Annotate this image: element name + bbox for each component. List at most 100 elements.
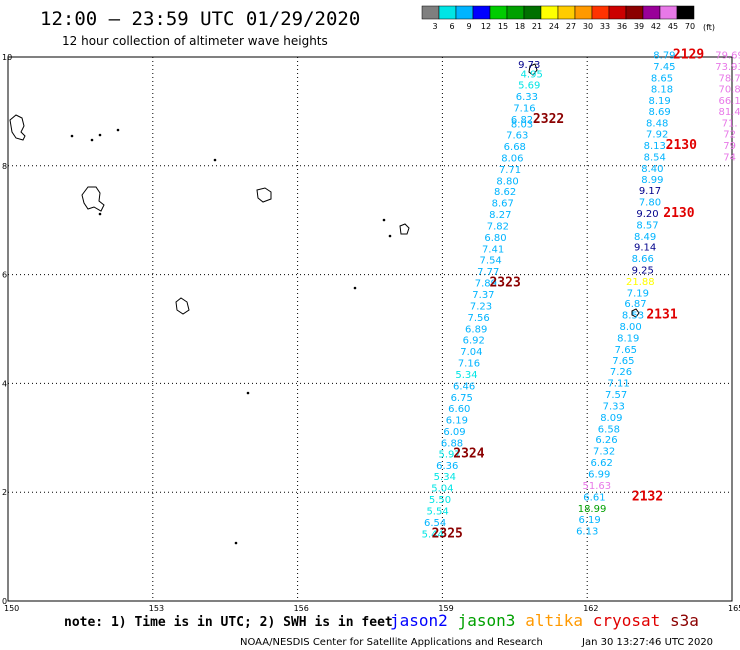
wave-height-point: 9.17 [639,186,661,197]
wave-height-point: 8.27 [489,210,511,221]
wave-height-point: 51.63 [583,481,612,492]
pass-time-label: 2323 [489,276,520,291]
wave-height-point: 8.57 [636,220,658,231]
island-dot [213,158,217,162]
timestamp: Jan 30 13:27:46 UTC 2020 [581,637,713,648]
wave-height-point: 6.82 [511,115,533,126]
y-tick-label: 6 [2,271,7,280]
wave-height-point: 8.53 [622,311,644,322]
wave-height-point: 6.61 [583,492,605,503]
pass-time-label: 2322 [533,112,564,127]
island-outline [528,63,538,76]
color-scale-swatch [625,5,644,20]
color-scale-value: 12 [481,22,491,31]
data-points: 9.734.955.696.337.166.828.037.636.688.06… [422,51,740,541]
wave-height-point: 74 [723,152,736,163]
color-scale-swatch [506,5,525,20]
wave-height-point: 6.60 [448,404,470,415]
wave-height-point: 6.80 [484,233,506,244]
x-tick-labels: 150 153 156 159 162 165 [4,604,740,613]
wave-height-point: 8.67 [492,199,514,210]
wave-height-point: 6.92 [463,336,485,347]
wave-height-point: 7.41 [482,244,504,255]
island-dot [70,134,74,138]
wave-height-point: 8.99 [641,175,663,186]
wave-height-point: 8.49 [634,232,656,243]
wave-height-point: 6.88 [441,439,463,450]
color-scale-value: 30 [583,22,593,31]
pass-time-label: 2324 [453,446,484,461]
grid-lines [8,57,732,601]
island-outline [256,187,272,203]
scale-unit-label: (ft) [703,23,715,32]
color-scale-value: 70 [685,22,695,31]
wave-height-point: 6.99 [588,470,610,481]
wave-height-point: 9.73 [518,60,540,71]
wave-height-point: 7.80 [639,198,661,209]
wave-height-point: 8.13 [644,141,666,152]
color-scale-swatch [438,5,457,20]
pass-time-label: 2130 [666,138,697,153]
wave-height-point: 7.11 [607,379,629,390]
coastline-outlines [9,63,640,545]
wave-height-point: 5.54 [426,507,448,518]
wave-height-point: 72 [723,130,736,141]
color-scale-swatch [472,5,491,20]
wave-height-point: 5.44 [422,529,444,540]
wave-height-point: 6.68 [504,142,526,153]
wave-height-point: 7.77 [477,267,499,278]
color-scale-swatch [523,5,542,20]
color-scale-value: 18 [515,22,525,31]
wave-height-point: 5.69 [518,81,540,92]
x-tick-label: 153 [149,604,164,613]
wave-height-point: 8.80 [496,176,518,187]
wave-height-point: 6.75 [451,393,473,404]
color-scale-value: 6 [449,22,454,31]
footnote: note: 1) Time is in UTC; 2) SWH is in fe… [64,615,393,630]
color-scale-value: 42 [651,22,661,31]
color-scale-value: 24 [549,22,559,31]
y-tick-label: 8 [2,162,7,171]
island-outline [175,297,190,315]
time-labels: 2322 2323 2324 2325 2129 2130 2130 2131 2132 [432,48,705,542]
wave-height-point: 79.69 [715,51,740,62]
wave-height-point: 6.54 [424,518,446,529]
wave-height-point: 5.34 [455,370,477,381]
color-scale-value: 27 [566,22,576,31]
legend-jason3: jason3 [458,611,516,630]
wave-height-point: 9.25 [632,266,654,277]
wave-height-point: 71. [722,119,738,130]
wave-height-point: 70.8 [718,84,740,95]
pass-time-label: 2130 [663,206,694,221]
wave-height-point: 7.04 [460,347,482,358]
wave-height-point: 66.1 [718,96,740,107]
wave-height-point: 5.97 [439,449,461,460]
wave-height-point: 7.16 [513,103,535,114]
wave-height-point: 8.62 [494,187,516,198]
wave-height-point: 7.63 [506,131,528,142]
wave-height-point: 18.99 [578,504,607,515]
island-dot [90,138,94,142]
color-scale-swatch [659,5,678,20]
color-scale-swatch [608,5,627,20]
island-dot [246,391,250,395]
wave-height-point: 8.19 [648,96,670,107]
wave-height-point: 78.7 [718,73,740,84]
wave-height-point: 6.89 [465,324,487,335]
wave-height-point: 8.48 [646,119,668,130]
wave-height-point: 8.65 [651,73,673,84]
wave-height-point: 21.88 [626,277,655,288]
wave-height-point: 6.33 [516,92,538,103]
legend-cryosat: cryosat [593,611,660,630]
y-tick-label: 2 [2,488,7,497]
wave-height-point: 7.16 [458,359,480,370]
color-scale-value: 21 [532,22,542,31]
wave-height-point: 6.09 [443,427,465,438]
wave-height-point: 8.66 [632,254,654,265]
island-dot [353,286,357,290]
wave-height-point: 6.26 [595,435,617,446]
wave-height-point: 8.54 [644,152,666,163]
wave-height-point: 7.71 [499,165,521,176]
